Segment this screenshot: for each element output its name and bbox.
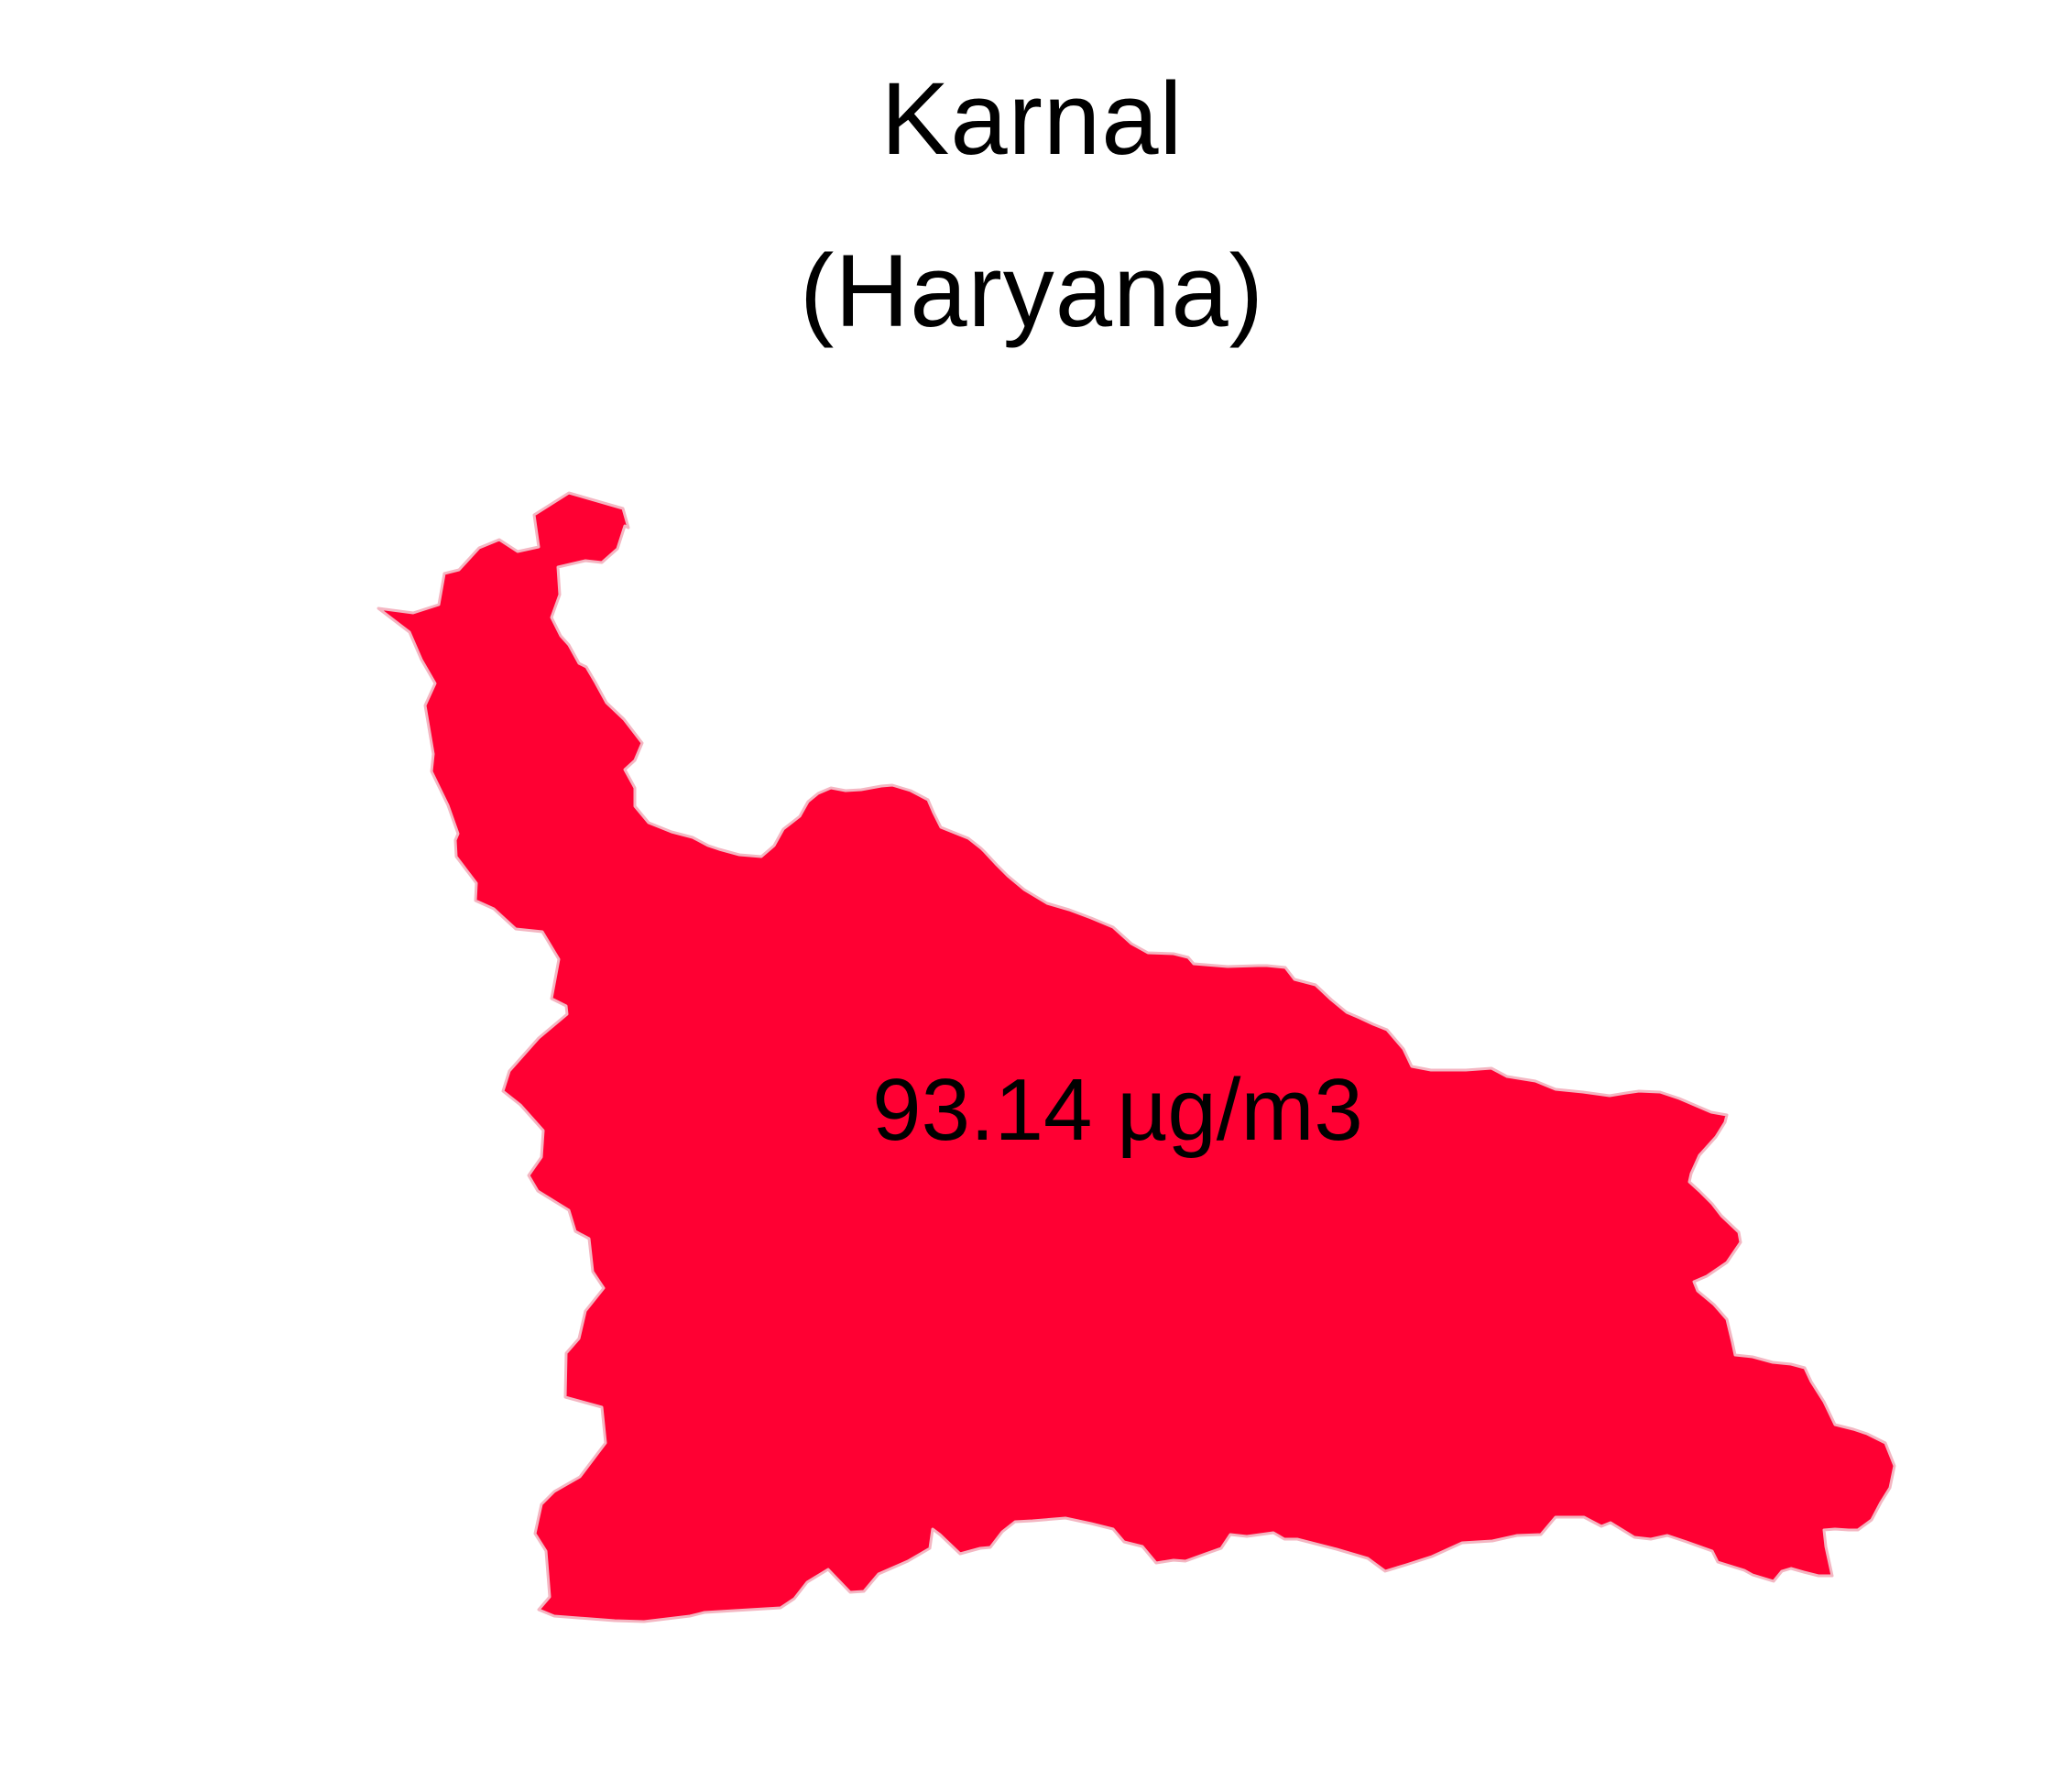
district-boundary-shape (377, 491, 1896, 1623)
pollution-value-label: 93.14 µg/m3 (872, 1061, 1363, 1159)
district-title: Karnal (880, 61, 1184, 176)
state-subtitle: (Haryana) (800, 234, 1264, 348)
